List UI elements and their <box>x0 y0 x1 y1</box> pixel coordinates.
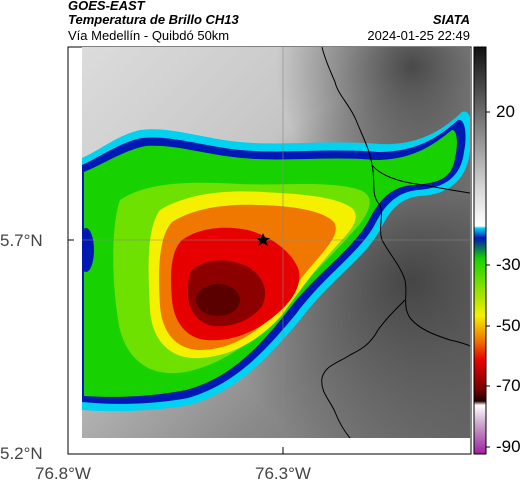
datetime-label: 2024-01-25 22:49 <box>367 28 470 43</box>
colorbar-tick-neg30: -30 <box>496 255 521 274</box>
agency-label: SIATA <box>432 12 470 27</box>
lat-tick-5.7: 5.7°N <box>0 231 43 250</box>
lat-tick-5.2: 5.2°N <box>0 444 43 463</box>
lon-tick-76.8: 76.8°W <box>35 464 91 483</box>
colorbar-tick-neg70: -70 <box>496 376 521 395</box>
colorbar <box>473 46 487 455</box>
location-subtitle: Vía Medellín - Quibdó 50km <box>68 28 230 43</box>
cloud-core-darkest <box>196 284 240 316</box>
lon-tick-76.3: 76.3°W <box>255 464 311 483</box>
product-title: Temperatura de Brillo CH13 <box>68 12 239 27</box>
border-line <box>321 47 470 347</box>
satellite-title: GOES-EAST <box>68 0 145 13</box>
colorbar-tick-neg50: -50 <box>496 316 521 335</box>
star-marker <box>256 233 270 246</box>
colorbar-tick-20: 20 <box>496 102 515 121</box>
colorbar-tick-neg90: -90 <box>496 437 521 456</box>
